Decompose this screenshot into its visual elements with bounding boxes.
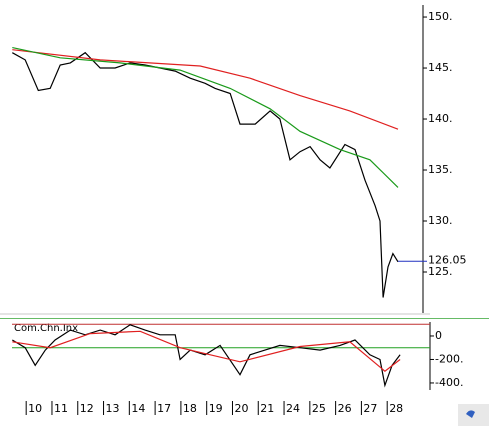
x-tick-label: 28 [389, 402, 403, 415]
x-tick-label: 18 [183, 402, 197, 415]
y-tick-label: 150. [428, 10, 453, 23]
x-tick-label: 25 [312, 402, 326, 415]
x-tick-label: 19 [209, 402, 223, 415]
y-tick-label: 145. [428, 61, 453, 74]
series-line [12, 51, 399, 298]
x-tick-label: 26 [338, 402, 352, 415]
y-tick-label: 130. [428, 214, 453, 227]
x-tick-label: 12 [80, 402, 94, 415]
x-tick-label: 27 [363, 402, 377, 415]
x-tick-label: 11 [54, 402, 68, 415]
y-tick-label: 140. [428, 112, 453, 125]
x-tick-label: 17 [157, 402, 171, 415]
indicator-title: Com.Chn.Inx [14, 323, 78, 334]
x-tick-label: 24 [286, 402, 300, 415]
series-line [12, 330, 401, 372]
corner-icon-glyph [466, 410, 475, 418]
series-line [12, 49, 399, 130]
series-line [12, 47, 399, 188]
x-tick-label: 20 [234, 402, 248, 415]
x-tick-label: 21 [260, 402, 274, 415]
y-tick-label: 0 [435, 329, 442, 342]
last-value-label: 126.05 [428, 253, 467, 266]
x-tick-label: 10 [28, 402, 42, 415]
x-tick-label: 14 [131, 402, 145, 415]
y-tick-label: -200. [435, 352, 463, 365]
y-tick-label: 125. [428, 265, 453, 278]
y-tick-label: -400. [435, 376, 463, 389]
y-tick-label: 135. [428, 163, 453, 176]
series-line [11, 324, 401, 388]
x-tick-label: 13 [106, 402, 120, 415]
